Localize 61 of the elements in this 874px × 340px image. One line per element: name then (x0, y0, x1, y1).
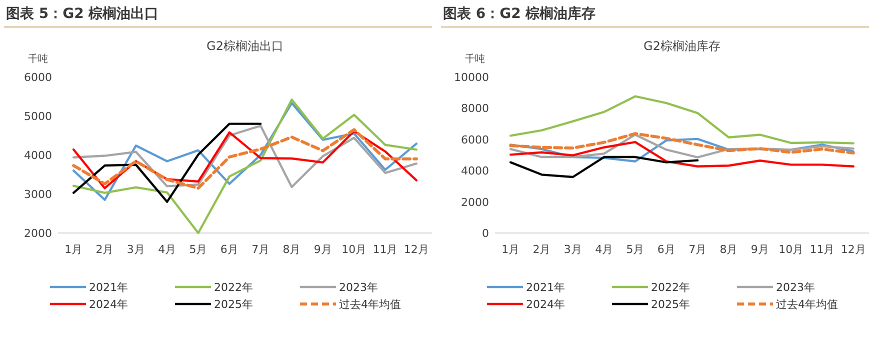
line-series (509, 95, 855, 144)
y-tick-label: 6000 (461, 133, 489, 146)
y-tick-label: 2000 (461, 196, 489, 209)
y-tick-label: 2000 (24, 227, 52, 240)
y-axis-title: 千吨 (28, 53, 48, 65)
line-series (72, 102, 418, 201)
line-series (509, 156, 699, 178)
legend-label: 2023年 (776, 281, 815, 294)
x-tick-label: 2月 (532, 243, 551, 256)
x-tick-label: 11月 (810, 243, 835, 256)
line-series (72, 98, 418, 234)
legend-label: 2021年 (526, 281, 565, 294)
x-tick-label: 6月 (220, 243, 238, 256)
line-series (509, 132, 855, 154)
x-tick-label: 3月 (126, 243, 145, 256)
line-series (509, 140, 855, 168)
x-tick-label: 1月 (502, 243, 520, 256)
y-tick-label: 8000 (461, 102, 489, 116)
y-tick-label: 5000 (24, 110, 52, 123)
x-tick-label: 12月 (404, 243, 429, 256)
x-tick-label: 10月 (342, 243, 367, 256)
y-tick-label: 4000 (461, 164, 489, 178)
y-axis-title: 千吨 (465, 53, 485, 65)
legend-label: 2022年 (214, 281, 253, 294)
line-series (509, 134, 855, 158)
x-tick-label: 7月 (252, 243, 270, 256)
legend-label: 2021年 (89, 281, 128, 294)
line-series (72, 122, 262, 203)
x-tick-label: 5月 (626, 243, 644, 256)
legend-label: 2023年 (339, 281, 378, 294)
x-tick-label: 7月 (688, 243, 707, 256)
legend-label: 2025年 (214, 298, 253, 311)
chart-title: 图表 6：G2 棕榈油库存 (443, 5, 596, 22)
legend-label: 过去4年均值 (776, 298, 838, 311)
x-tick-label: 2月 (96, 243, 114, 256)
x-tick-label: 5月 (189, 243, 208, 256)
chart-subtitle: G2棕榈油库存 (644, 39, 720, 53)
y-tick-label: 4000 (24, 149, 52, 162)
x-tick-label: 8月 (282, 243, 301, 256)
legend-label: 过去4年均值 (339, 298, 401, 311)
y-tick-label: 6000 (24, 71, 52, 84)
x-tick-label: 8月 (720, 243, 738, 256)
y-tick-label: 10000 (454, 71, 489, 84)
x-tick-label: 10月 (778, 243, 804, 256)
x-tick-label: 6月 (657, 243, 676, 256)
legend-label: 2024年 (89, 298, 128, 311)
legend-label: 2022年 (651, 281, 690, 294)
x-tick-label: 12月 (840, 243, 866, 256)
chart-title: 图表 5：G2 棕榈油出口 (6, 5, 159, 22)
legend-label: 2024年 (526, 298, 565, 311)
x-tick-label: 9月 (750, 243, 769, 256)
chart-subtitle: G2棕榈油出口 (206, 39, 284, 53)
x-tick-label: 3月 (564, 243, 582, 256)
y-tick-label: 3000 (24, 188, 52, 201)
y-tick-label: 0 (482, 227, 489, 240)
x-tick-label: 4月 (158, 243, 176, 256)
x-tick-label: 4月 (595, 243, 614, 256)
x-tick-label: 9月 (314, 243, 332, 256)
legend-label: 2025年 (651, 298, 690, 311)
x-tick-label: 1月 (64, 243, 83, 256)
x-tick-label: 11月 (372, 243, 398, 256)
